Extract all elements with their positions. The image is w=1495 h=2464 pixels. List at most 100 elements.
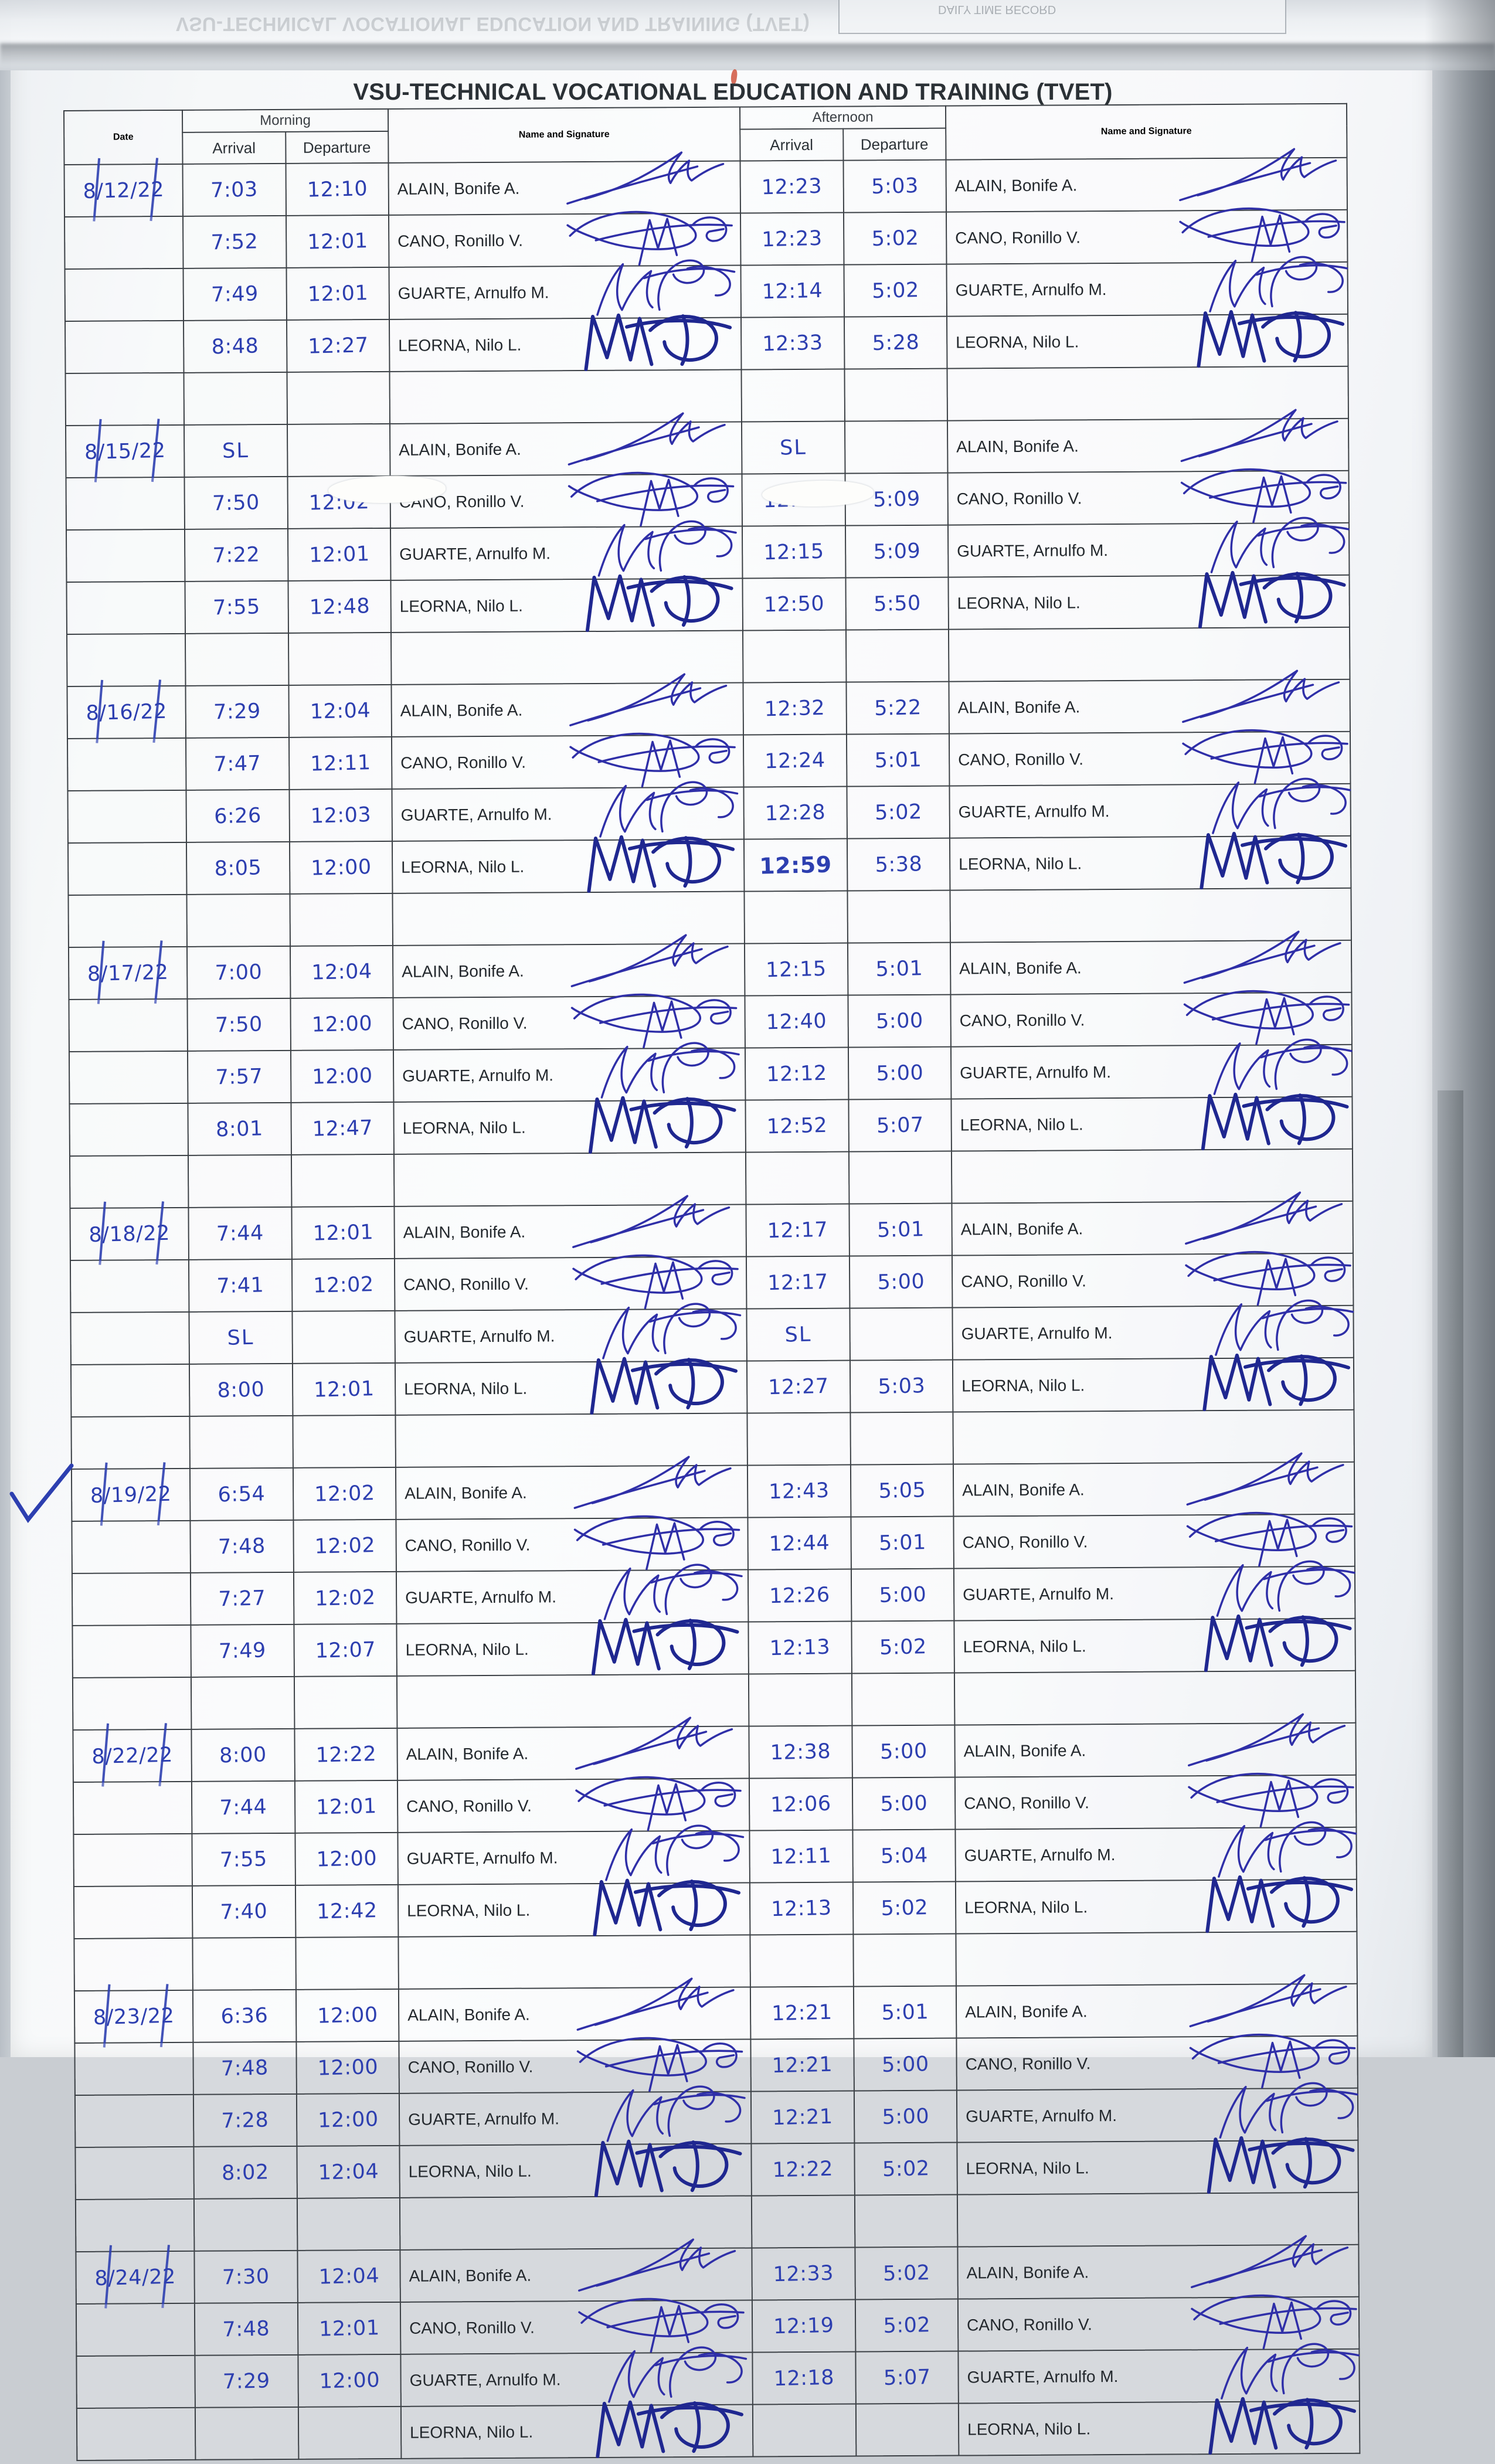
table-row[interactable]: 7:44 12:01 CANO, Ronillo V. 12:06 5:00 CANO, … [73,1772,1357,1834]
table-row[interactable]: 7:29 12:00 GUARTE, Arnulfo M. 12:18 5:07 GUAR… [76,2343,1360,2408]
cell-name-signature-afternoon[interactable]: LEORNA, Nilo L. [946,310,1348,369]
cell-date-empty[interactable] [76,2303,195,2356]
cell-name-signature-morning[interactable]: GUARTE, Arnulfo M. [396,1564,749,1624]
cell-afternoon-departure[interactable]: 5:28 [844,316,947,369]
cell-date-empty[interactable] [66,529,185,582]
cell-date[interactable]: 8/12/22 [64,158,184,222]
cell-morning-arrival[interactable]: 7:48 [194,2302,298,2356]
cell-name-signature-afternoon[interactable]: CANO, Ronillo V. [953,1511,1355,1569]
cell-afternoon-departure[interactable]: 5:03 [850,1360,953,1413]
cell-name-signature-afternoon[interactable]: GUARTE, Arnulfo M. [946,256,1348,317]
cell-morning-arrival[interactable]: 7:00 [186,946,290,999]
table-row[interactable]: 7:50 12:00 CANO, Ronillo V. 12:40 5:00 CANO, … [69,990,1352,1052]
cell-name-signature-morning[interactable]: LEORNA, Nilo L. [397,1878,750,1937]
cell-morning-arrival[interactable]: 7:44 [191,1780,295,1834]
table-row[interactable]: 7:22 12:01 GUARTE, Arnulfo M. 12:15 5:09 GUAR… [66,516,1350,582]
table-row[interactable]: 7:48 12:01 CANO, Ronillo V. 12:19 5:02 CANO, … [76,2294,1360,2356]
cell-afternoon-departure[interactable]: 5:02 [854,2247,958,2300]
cell-name-signature-morning[interactable]: GUARTE, Arnulfo M. [390,520,743,580]
cell-afternoon-arrival[interactable]: 12:14 [740,264,844,318]
cell-name-signature-afternoon[interactable]: CANO, Ronillo V. [954,1772,1357,1830]
cell-morning-departure[interactable]: 12:02 [291,1258,395,1311]
cell-morning-departure[interactable]: 12:04 [290,945,393,998]
table-row[interactable]: 8/12/22 7:03 12:10 ALAIN, Bonife A. 12:23 5:0… [64,148,1347,222]
cell-morning-arrival[interactable]: 8:05 [186,841,290,895]
cell-name-signature-afternoon[interactable]: CANO, Ronillo V. [957,2294,1360,2351]
cell-date-empty[interactable] [75,2146,194,2200]
cell-name-signature-morning[interactable]: ALAIN, Bonife A. [395,1456,748,1520]
cell-afternoon-arrival[interactable]: 12:52 [745,1099,849,1153]
cell-morning-departure[interactable]: 12:04 [296,2145,400,2198]
cell-date-empty[interactable] [72,1572,191,1626]
cell-date-empty[interactable] [67,842,187,895]
cell-name-signature-morning[interactable]: GUARTE, Arnulfo M. [395,1303,747,1363]
cell-afternoon-departure[interactable]: 5:07 [855,2351,959,2404]
cell-name-signature-morning[interactable]: GUARTE, Arnulfo M. [399,2085,752,2146]
cell-afternoon-departure[interactable]: 5:02 [852,1881,956,1935]
table-row[interactable]: SL GUARTE, Arnulfo M. SL GUARTE, Arnulfo M. [70,1299,1354,1365]
cell-morning-departure[interactable]: 12:03 [288,789,392,842]
cell-morning-arrival[interactable]: 7:55 [185,580,288,634]
cell-date-empty[interactable] [76,2355,195,2408]
cell-afternoon-arrival[interactable]: 12:21 [750,1986,854,2040]
cell-morning-arrival[interactable]: 8:02 [193,2146,297,2199]
table-row[interactable]: 7:40 12:42 LEORNA, Nilo L. 12:13 5:02 LEORNA,… [73,1875,1357,1939]
cell-morning-departure[interactable]: 12:01 [294,1780,398,1833]
cell-afternoon-departure[interactable]: 5:00 [851,1568,954,1622]
cell-name-signature-morning[interactable]: CANO, Ronillo V. [393,993,745,1050]
cell-name-signature-afternoon[interactable]: ALAIN, Bonife A. [950,930,1352,995]
cell-morning-departure[interactable]: 12:01 [292,1362,396,1416]
cell-afternoon-departure[interactable]: 5:01 [853,1986,957,2039]
cell-afternoon-arrival[interactable]: 12:28 [743,786,847,840]
cell-name-signature-afternoon[interactable]: GUARTE, Arnulfo M. [947,516,1350,577]
cell-name-signature-morning[interactable]: CANO, Ronillo V. [397,1776,750,1833]
cell-morning-arrival[interactable] [195,2407,298,2460]
table-row[interactable]: 7:28 12:00 GUARTE, Arnulfo M. 12:21 5:00 GUAR… [74,2082,1358,2147]
cell-name-signature-afternoon[interactable]: CANO, Ronillo V. [956,2033,1358,2091]
table-row[interactable]: 8/23/22 6:36 12:00 ALAIN, Bonife A. 12:21 5:0… [74,1974,1358,2048]
cell-date-empty[interactable] [72,1624,191,1678]
cell-afternoon-arrival[interactable]: 12:21 [750,2091,854,2144]
cell-morning-arrival[interactable]: 8:01 [188,1102,291,1155]
cell-afternoon-arrival[interactable]: 12:19 [752,2299,855,2353]
cell-date-empty[interactable] [70,1259,189,1313]
cell-afternoon-departure[interactable] [849,1307,953,1361]
cell-morning-departure[interactable]: 12:02 [293,1571,397,1624]
cell-afternoon-departure[interactable]: 5:38 [847,838,950,891]
cell-afternoon-arrival[interactable]: SL [741,421,845,474]
cell-morning-arrival[interactable]: 6:36 [192,1989,296,2042]
cell-afternoon-departure[interactable]: 5:00 [852,1777,956,1830]
table-row[interactable]: 8:48 12:27 LEORNA, Nilo L. 12:33 5:28 LEORNA,… [65,310,1348,373]
cell-name-signature-afternoon[interactable]: CANO, Ronillo V. [946,207,1348,264]
cell-morning-departure[interactable]: 12:00 [290,1049,394,1103]
cell-morning-arrival[interactable]: 7:48 [193,2041,297,2095]
cell-name-signature-afternoon[interactable]: LEORNA, Nilo L. [957,2136,1358,2195]
cell-name-signature-morning[interactable]: LEORNA, Nilo L. [396,1617,749,1676]
cell-name-signature-morning[interactable]: GUARTE, Arnulfo M. [389,259,741,320]
cell-name-signature-afternoon[interactable]: GUARTE, Arnulfo M. [958,2343,1360,2404]
cell-afternoon-arrival[interactable]: 12:26 [748,1569,851,1622]
cell-date-empty[interactable] [67,737,186,791]
cell-morning-departure[interactable]: 12:10 [286,162,389,216]
table-row[interactable]: 8/24/22 7:30 12:04 ALAIN, Bonife A. 12:33 5:0… [76,2235,1359,2309]
cell-date[interactable]: 8/23/22 [74,1984,193,2048]
cell-afternoon-departure[interactable]: 5:02 [846,786,950,839]
table-row[interactable]: 8/19/22 6:54 12:02 ALAIN, Bonife A. 12:43 5:0… [71,1452,1355,1526]
cell-afternoon-arrival[interactable]: 12:24 [743,734,847,787]
cell-morning-arrival[interactable]: 7:03 [182,163,286,216]
cell-afternoon-departure[interactable]: 5:02 [843,212,947,265]
cell-date-empty[interactable] [69,998,188,1052]
cell-afternoon-departure[interactable]: 5:00 [851,1725,955,1778]
cell-afternoon-arrival[interactable]: 12:22 [751,2143,855,2196]
cell-afternoon-arrival[interactable]: SL [746,1308,850,1361]
cell-date[interactable]: 8/16/22 [67,679,186,743]
table-row[interactable]: 7:48 12:02 CANO, Ronillo V. 12:44 5:01 CANO, … [72,1511,1355,1573]
table-row[interactable]: 7:47 12:11 CANO, Ronillo V. 12:24 5:01 CANO, … [67,729,1351,791]
cell-name-signature-afternoon[interactable]: CANO, Ronillo V. [947,468,1349,525]
cell-name-signature-morning[interactable]: LEORNA, Nilo L. [400,2400,753,2459]
table-row[interactable]: 8/22/22 8:00 12:22 ALAIN, Bonife A. 12:38 5:0… [73,1713,1356,1787]
cell-afternoon-departure[interactable]: 5:04 [852,1829,956,1882]
cell-afternoon-departure[interactable]: 5:22 [845,681,949,735]
cell-morning-departure[interactable]: 12:04 [288,684,392,737]
cell-morning-departure[interactable]: 12:00 [297,2354,401,2407]
